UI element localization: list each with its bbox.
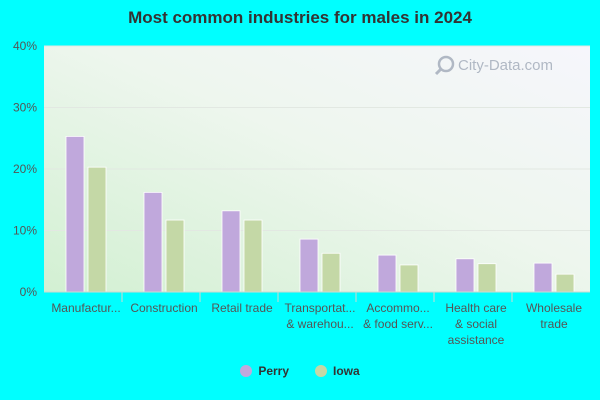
x-category-label: Manufactur... [51,301,120,315]
y-tick-label: 30% [13,101,37,115]
x-category-label: Accommo... & food serv... [363,301,433,331]
legend-item-iowa: Iowa [315,364,360,378]
legend-swatch [315,365,328,377]
legend-swatch [240,365,253,377]
legend: Perry Iowa [0,364,600,378]
y-tick-label: 10% [13,224,37,238]
bar-perry-5 [455,258,475,293]
legend-label: Perry [258,364,290,378]
legend-item-perry: Perry [240,364,289,378]
bar-iowa-2 [243,219,263,293]
watermark-text: City-Data.com [458,57,553,74]
bar-iowa-0 [87,166,107,293]
bar-perry-3 [299,238,319,293]
bar-iowa-4 [399,264,419,293]
bar-perry-1 [143,191,163,293]
bar-iowa-5 [477,263,497,293]
y-tick-label: 40% [13,39,37,53]
bar-iowa-3 [321,252,341,293]
chart-title: Most common industries for males in 2024 [128,8,472,27]
magnifier-icon [434,55,455,76]
x-category-label: Health care & social assistance [445,301,507,347]
y-tick-label: 20% [13,162,37,176]
x-category-label: Wholesale trade [526,301,582,331]
x-category-label: Construction [130,301,197,315]
watermark: City-Data.com [434,55,553,76]
bar-perry-2 [221,210,241,293]
bar-iowa-1 [165,219,185,293]
x-category-label: Retail trade [211,301,273,315]
bar-iowa-6 [555,273,575,293]
x-category-label: Transportat... & warehou... [285,301,356,331]
legend-label: Iowa [333,364,360,378]
bar-perry-4 [377,254,397,293]
bar-perry-0 [65,136,85,293]
y-tick-label: 0% [20,285,38,299]
bar-perry-6 [533,262,553,293]
